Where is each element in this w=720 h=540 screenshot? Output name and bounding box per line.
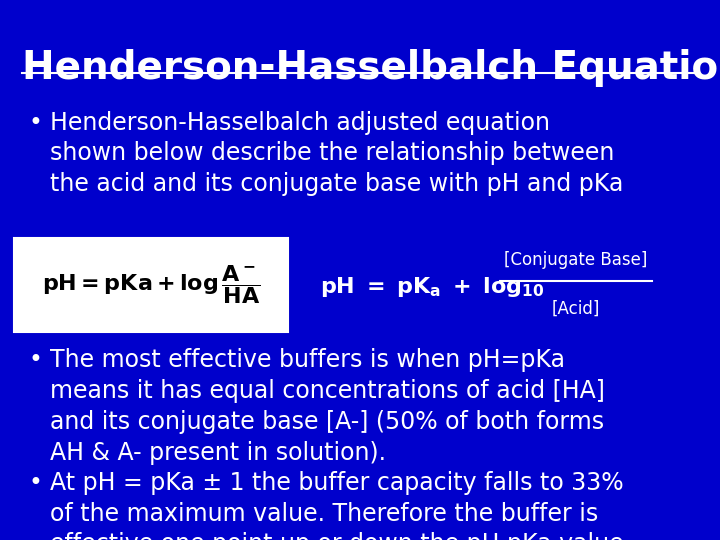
Text: At pH = pKa ± 1 the buffer capacity falls to 33%: At pH = pKa ± 1 the buffer capacity fall… [50,471,624,495]
Text: [Acid]: [Acid] [552,300,600,318]
Text: Henderson-Hasselbalch Equation: Henderson-Hasselbalch Equation [22,49,720,86]
Text: effective one point up or down the pH pKa value.: effective one point up or down the pH pK… [50,532,631,540]
Text: •: • [29,471,42,495]
Text: the acid and its conjugate base with pH and pKa: the acid and its conjugate base with pH … [50,172,624,196]
FancyBboxPatch shape [14,238,288,332]
Text: Henderson-Hasselbalch adjusted equation: Henderson-Hasselbalch adjusted equation [50,111,550,134]
Text: means it has equal concentrations of acid [HA]: means it has equal concentrations of aci… [50,379,606,403]
Text: •: • [29,348,42,372]
Text: $\mathbf{pH = pKa + log\,\dfrac{A^-}{HA}}$: $\mathbf{pH = pKa + log\,\dfrac{A^-}{HA}… [42,264,261,306]
Text: shown below describe the relationship between: shown below describe the relationship be… [50,141,615,165]
Text: AH & A- present in solution).: AH & A- present in solution). [50,441,387,464]
Text: [Conjugate Base]: [Conjugate Base] [504,251,648,269]
Text: $\mathbf{pH\ =\ pK_a\ +\ log_{10}}$: $\mathbf{pH\ =\ pK_a\ +\ log_{10}}$ [320,275,545,299]
Text: of the maximum value. Therefore the buffer is: of the maximum value. Therefore the buff… [50,502,598,525]
Text: and its conjugate base [A-] (50% of both forms: and its conjugate base [A-] (50% of both… [50,410,605,434]
Text: The most effective buffers is when pH=pKa: The most effective buffers is when pH=pK… [50,348,565,372]
Text: •: • [29,111,42,134]
